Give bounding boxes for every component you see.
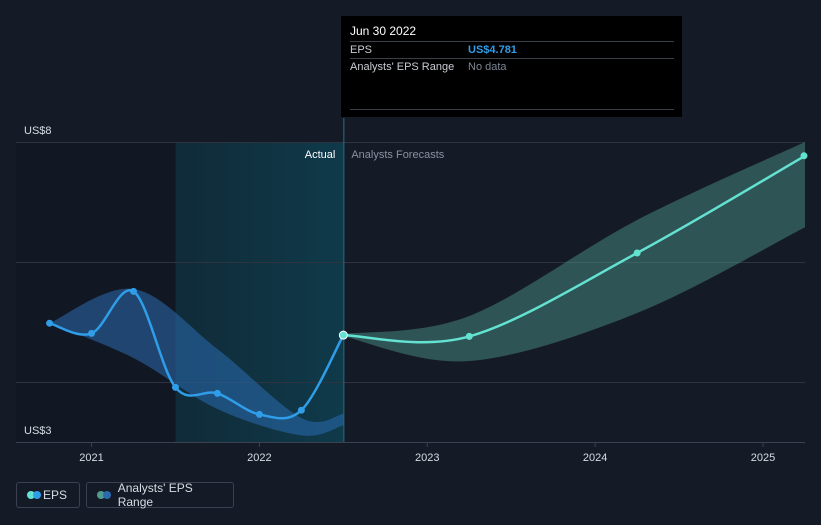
eps-point [213, 389, 221, 397]
eps-range-band-forecast [343, 142, 805, 362]
legend-range-label: Analysts' EPS Range [117, 481, 193, 509]
tooltip-eps-value: US$4.781 [468, 44, 517, 56]
legend-analysts-eps-range[interactable]: Analysts' EPS Range [86, 481, 234, 509]
eps-point [171, 383, 179, 391]
range-legend-icon [97, 491, 111, 499]
tooltip-date: Jun 30 2022 [350, 24, 416, 38]
eps-point [46, 319, 54, 327]
tooltip-eps-label: EPS [350, 44, 372, 56]
section-label-actual: Actual [305, 149, 336, 161]
eps-range-band-past [49, 288, 344, 436]
eps-point [465, 332, 473, 340]
y-tick-label: US$3 [24, 425, 52, 437]
tooltip-box [341, 16, 682, 117]
eps-point [130, 287, 138, 295]
section-label-forecast: Analysts Forecasts [351, 149, 444, 161]
eps-line-forecast [342, 154, 807, 344]
eps-point-selected [338, 330, 348, 340]
x-tick-label: 2022 [247, 452, 271, 464]
x-tick-label: 2024 [583, 452, 607, 464]
eps-point [88, 329, 96, 337]
tooltip-range-label: Analysts' EPS Range [350, 61, 454, 73]
tooltip: Jun 30 2022 EPS US$4.781 Analysts' EPS R… [341, 16, 682, 117]
x-tick-label: 2025 [751, 452, 775, 464]
eps-legend-icon [27, 491, 41, 499]
tooltip-range-value: No data [468, 61, 507, 73]
eps-point [255, 410, 263, 418]
x-tick-label: 2023 [415, 452, 439, 464]
legend-eps-label: EPS [42, 488, 67, 502]
x-tick-label: 2021 [79, 452, 103, 464]
y-tick-label: US$8 [24, 125, 52, 137]
eps-point [800, 152, 808, 160]
eps-point [297, 406, 305, 414]
legend-eps[interactable]: EPS [16, 482, 80, 508]
eps-point [633, 249, 641, 257]
